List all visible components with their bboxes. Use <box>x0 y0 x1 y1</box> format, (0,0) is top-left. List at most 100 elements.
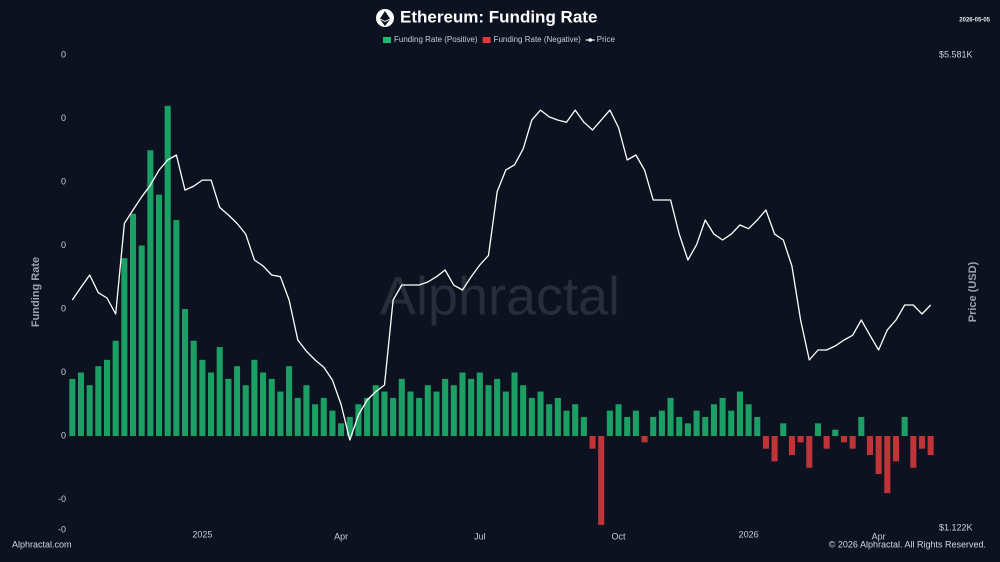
bar <box>676 416 683 437</box>
x-tick-label: 2025 <box>192 529 212 539</box>
y-tick-label: 0 <box>61 303 66 313</box>
bar <box>156 194 163 437</box>
legend-swatch <box>588 38 593 42</box>
bar <box>849 436 856 449</box>
bar <box>433 391 440 437</box>
bar <box>138 245 145 437</box>
y-axis-title: Funding Rate <box>30 257 42 327</box>
bar <box>129 213 137 437</box>
legend-swatch <box>482 37 491 43</box>
bar <box>424 385 431 437</box>
x-tick-label: Apr <box>334 531 348 541</box>
bar <box>208 372 215 437</box>
bar <box>806 436 813 468</box>
bar <box>121 258 128 437</box>
legend: Funding Rate (Positive) Funding Rate (Neg… <box>383 35 616 44</box>
bar <box>875 436 882 475</box>
date-stamp: 2026-05-05 <box>959 18 990 24</box>
bar <box>624 416 631 437</box>
bar <box>684 423 691 437</box>
y-tick-label: 0 <box>61 176 66 186</box>
bar <box>693 410 700 437</box>
y-tick-label: 0 <box>61 430 66 440</box>
bar <box>797 436 804 443</box>
bar <box>667 397 674 437</box>
bar <box>858 416 865 437</box>
bar <box>147 150 154 437</box>
bar <box>572 404 579 437</box>
x-tick-label: Jul <box>474 531 486 541</box>
x-tick-label: Oct <box>612 531 627 541</box>
bar <box>77 372 85 437</box>
footer-left: Alphractal.com <box>12 539 72 549</box>
bar <box>485 385 492 437</box>
bar <box>537 391 544 437</box>
legend-label: Funding Rate (Positive) <box>394 35 478 44</box>
bar <box>702 416 709 437</box>
bar <box>658 410 665 437</box>
bar <box>173 220 180 437</box>
eth-icon <box>376 9 394 27</box>
bar <box>892 436 900 462</box>
bar <box>459 372 466 437</box>
bar <box>251 359 258 437</box>
bar <box>918 436 926 449</box>
bar <box>884 436 891 494</box>
bar <box>277 391 284 437</box>
bar <box>589 436 596 449</box>
bar <box>650 416 657 437</box>
y2-tick-label: $1.122K <box>939 522 973 532</box>
bar <box>468 378 475 437</box>
bar <box>502 391 509 437</box>
bar <box>927 436 934 456</box>
bar <box>528 397 535 437</box>
x-tick-label: Apr <box>872 531 886 541</box>
watermark: Alphractal <box>380 266 620 326</box>
bar <box>901 416 908 437</box>
bar <box>762 436 769 449</box>
legend-label: Price <box>597 35 616 44</box>
bar <box>103 359 111 437</box>
bar <box>780 423 787 437</box>
bar <box>286 366 293 437</box>
y-tick-label: 0 <box>61 367 66 377</box>
price-line <box>71 109 932 441</box>
bar <box>320 397 327 437</box>
y-tick-label: 0 <box>61 113 66 123</box>
bar <box>832 429 839 437</box>
bar <box>329 410 336 437</box>
bar <box>788 436 795 456</box>
bar <box>728 410 735 437</box>
legend-label: Funding Rate (Negative) <box>494 35 581 44</box>
bar <box>242 385 249 437</box>
bar <box>840 436 847 443</box>
bar <box>745 404 752 437</box>
bar <box>372 385 379 437</box>
bar <box>866 436 874 456</box>
y-tick-label: 0 <box>61 49 66 59</box>
bar <box>563 410 570 437</box>
bar <box>710 404 717 437</box>
bar <box>303 385 310 437</box>
bar <box>494 378 501 437</box>
bar <box>598 436 605 525</box>
bar <box>294 397 301 437</box>
y2-tick-label: $5.581K <box>939 49 973 59</box>
chart-title: Ethereum: Funding Rate <box>400 7 597 26</box>
bar <box>476 372 483 437</box>
bar <box>450 385 457 437</box>
y-tick-label: -0 <box>58 494 66 504</box>
bar <box>511 372 518 437</box>
bar <box>641 436 648 443</box>
bar <box>190 340 197 437</box>
legend-swatch <box>383 37 391 43</box>
bar <box>754 416 761 437</box>
bar <box>520 385 527 437</box>
bar <box>312 404 319 437</box>
y-tick-label: -0 <box>58 524 66 534</box>
bar <box>381 391 388 437</box>
bar <box>346 416 353 437</box>
bar <box>95 366 102 437</box>
bar <box>234 366 241 437</box>
